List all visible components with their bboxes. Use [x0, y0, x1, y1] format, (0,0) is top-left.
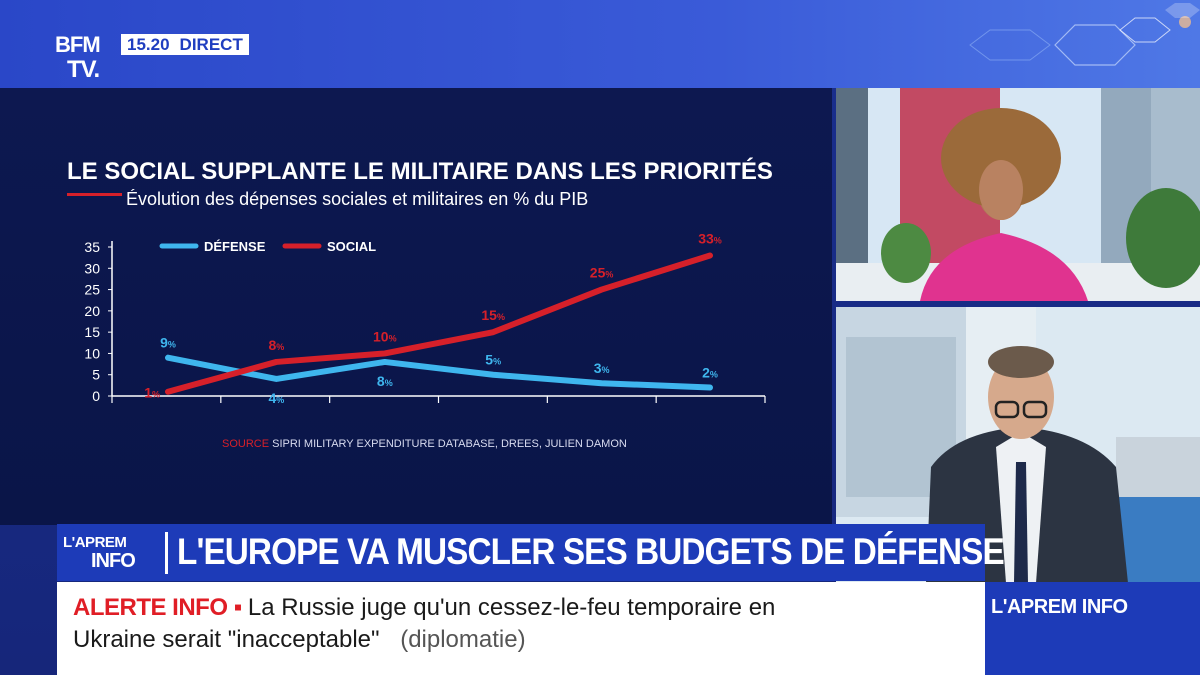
ticker-text-line1: La Russie juge qu'un cessez-le-feu tempo…: [247, 594, 776, 621]
program-name: L'APREM INFO: [991, 596, 1128, 618]
source-text: SIPRI MILITARY EXPENDITURE DATABASE, DRE…: [272, 438, 627, 450]
live-label: DIRECT: [179, 34, 243, 54]
data-label-défense-2: 8%: [377, 373, 393, 389]
y-tick-label-0: 0: [92, 388, 100, 404]
series-line-défense: [165, 354, 713, 391]
ticker-text-line2: Ukraine serait "inacceptable": [73, 626, 380, 653]
presenter-image: [836, 88, 1200, 301]
y-tick-label-5: 5: [92, 367, 100, 383]
ticker-line2: Ukraine serait "inacceptable" (diplomati…: [73, 626, 526, 654]
hexagon-decoration-icon: [969, 3, 1200, 66]
source-label: SOURCE: [222, 438, 270, 450]
title-accent-line: [67, 193, 122, 196]
data-label-social-0: 1%: [144, 385, 160, 401]
data-label-social-5: 33%: [698, 231, 722, 247]
legend-label-social: SOCIAL: [327, 239, 376, 254]
chart-title: LE SOCIAL SUPPLANTE LE MILITAIRE DANS LE…: [67, 158, 773, 185]
data-label-social-3: 15%: [481, 307, 505, 323]
line-chart: 0 5 10 15 20 25 30 35 DÉFENSE SOCIAL 9% 4% 8% 5% 3% 2% 1…: [84, 231, 766, 406]
chart-panel: LE SOCIAL SUPPLANTE LE MILITAIRE DANS LE…: [0, 88, 832, 525]
data-label-social-1: 8%: [268, 337, 284, 353]
y-tick-label-30: 30: [84, 260, 100, 276]
headline: L'EUROPE VA MUSCLER SES BUDGETS DE DÉFEN…: [177, 531, 1005, 572]
legend-label-défense: DÉFENSE: [204, 239, 266, 254]
y-tick-label-15: 15: [84, 324, 100, 340]
series-line-social: [165, 252, 713, 395]
y-tick-label-35: 35: [84, 239, 100, 255]
ticker-line1: ALERTE INFO ▪ La Russie juge qu'un cesse…: [73, 594, 776, 621]
time-badge: 15.20 DIRECT: [121, 34, 249, 55]
banner-divider: [165, 532, 168, 574]
alert-label: ALERTE INFO: [73, 594, 228, 621]
program-logo-line2: INFO: [91, 550, 136, 572]
news-ticker: ALERTE INFO ▪ La Russie juge qu'un cesse…: [57, 582, 985, 675]
data-label-défense-5: 2%: [702, 364, 718, 380]
program-logo: L'APREM INFO: [63, 530, 163, 576]
ticker-tag: (diplomatie): [400, 626, 526, 653]
y-tick-label-10: 10: [84, 345, 100, 361]
clock-time: 15.20: [127, 34, 170, 54]
data-label-social-2: 10%: [373, 328, 397, 344]
data-label-défense-3: 5%: [485, 352, 501, 368]
video-feed-presenter: [836, 88, 1200, 301]
chart-subtitle: Évolution des dépenses sociales et milit…: [126, 189, 589, 209]
chart-source: SOURCE SIPRI MILITARY EXPENDITURE DATABA…: [222, 438, 627, 450]
y-tick-label-25: 25: [84, 282, 100, 298]
channel-logo: BFM TV.: [55, 34, 115, 84]
program-name-box: L'APREM INFO: [985, 582, 1200, 675]
logo-line2: TV.: [67, 56, 100, 83]
data-label-défense-1: 4%: [268, 390, 284, 406]
program-logo-line1: L'APREM: [63, 534, 127, 551]
headline-banner: L'APREM INFO L'EUROPE VA MUSCLER SES BUD…: [57, 524, 1005, 581]
logo-line1: BFM: [55, 32, 101, 57]
y-tick-label-20: 20: [84, 303, 100, 319]
top-bar: BFM TV. 15.20 DIRECT: [0, 0, 1200, 88]
data-label-social-4: 25%: [590, 265, 614, 281]
data-label-défense-4: 3%: [594, 360, 610, 376]
data-label-défense-0: 9%: [160, 335, 176, 351]
